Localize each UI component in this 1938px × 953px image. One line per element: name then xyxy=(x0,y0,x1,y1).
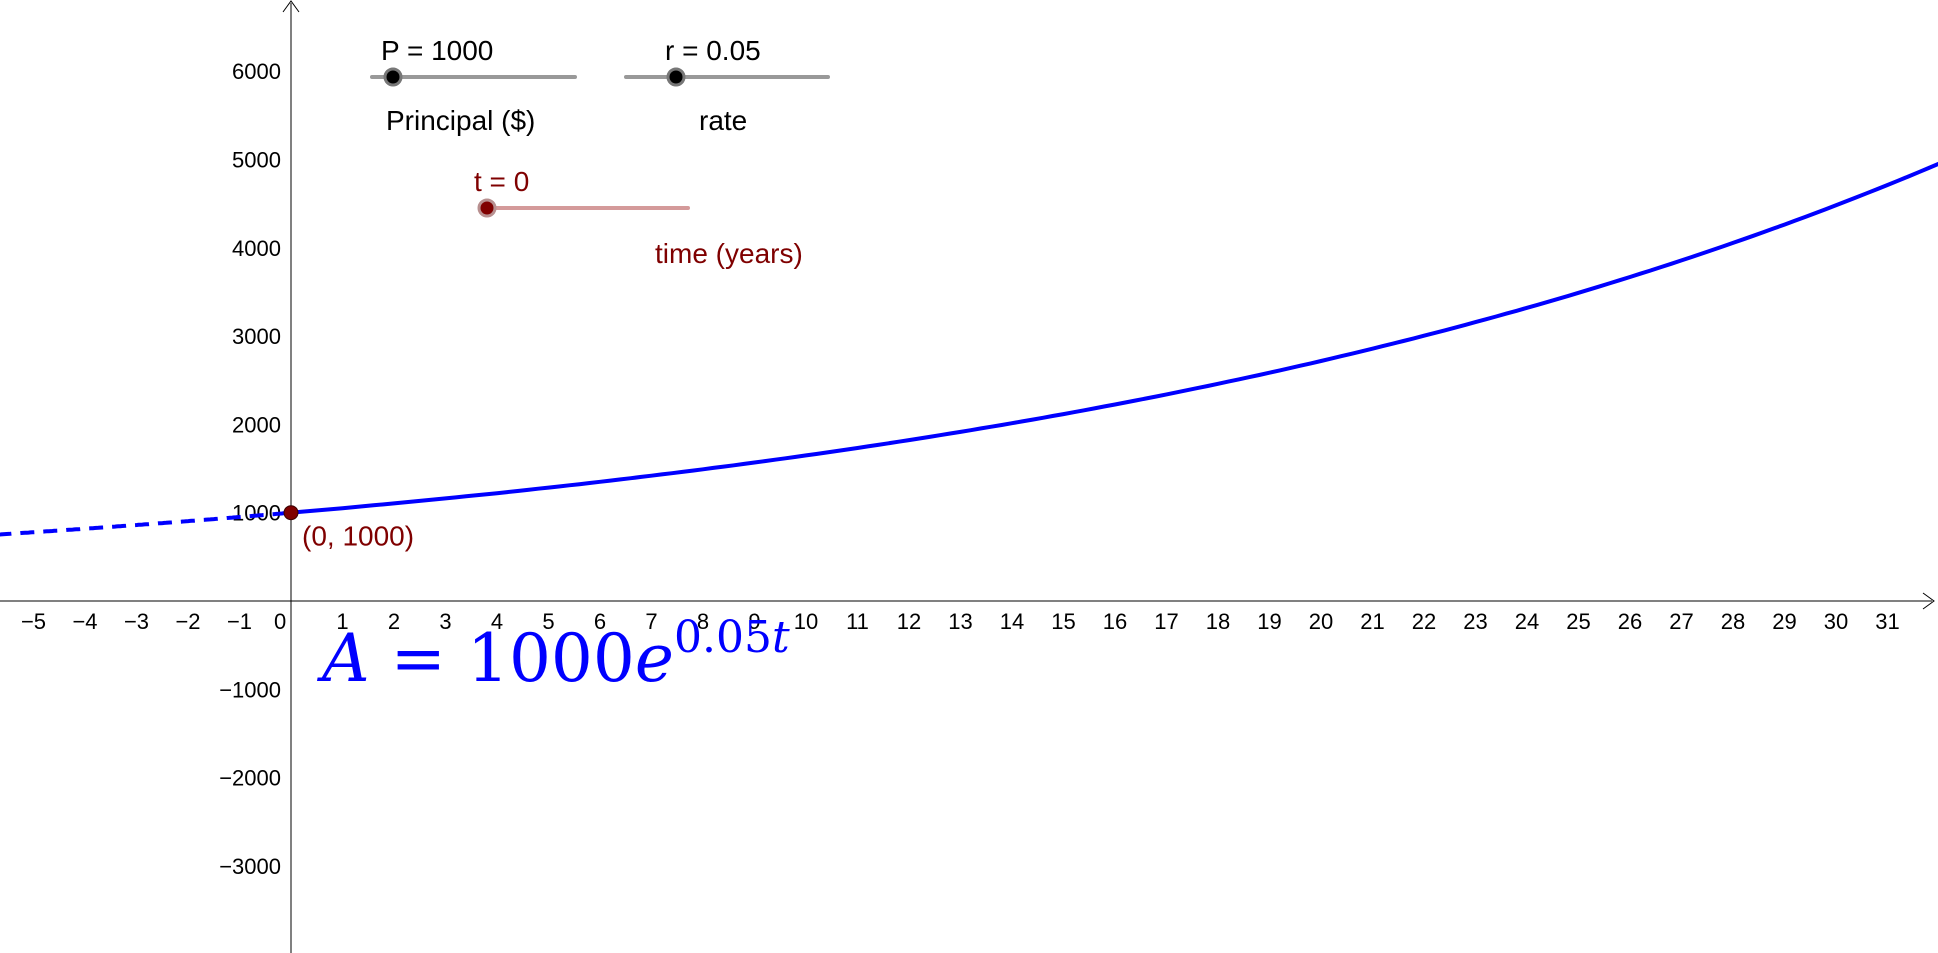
time-slider-caption: t = 0 xyxy=(474,166,529,197)
x-tick-label: 2 xyxy=(388,609,400,634)
y-tick-label: 4000 xyxy=(232,236,281,261)
x-tick-label: 13 xyxy=(948,609,972,634)
principal-slider-caption: P = 1000 xyxy=(381,35,493,66)
formula-base: e xyxy=(634,620,674,697)
curve-solid-segment[interactable] xyxy=(290,161,1938,515)
x-axis xyxy=(0,592,1935,610)
y-axis xyxy=(282,0,300,953)
rate-slider-handle[interactable] xyxy=(666,67,686,87)
principal-slider[interactable]: P = 1000 Principal ($) xyxy=(370,35,577,136)
x-tick-label: 12 xyxy=(897,609,921,634)
x-tick-label: 15 xyxy=(1051,609,1075,634)
x-tick-label: 6 xyxy=(594,609,606,634)
x-tick-label: −5 xyxy=(21,609,46,634)
formula-coefficient: 1000 xyxy=(466,620,635,697)
x-tick-labels: −5 −4 −3 −2 −1 0 1 2 3 4 5 6 7 8 9 10 11 12 13 14 15 16 17 18 19… xyxy=(21,609,1900,634)
rate-slider-caption: r = 0.05 xyxy=(665,35,761,66)
y-tick-label: 3000 xyxy=(232,324,281,349)
x-tick-label: −1 xyxy=(227,609,252,634)
x-tick-label: 16 xyxy=(1103,609,1127,634)
rate-slider[interactable]: r = 0.05 rate xyxy=(624,35,830,136)
x-tick-label: −4 xyxy=(72,609,97,634)
formula-exponent-number: 0.05 xyxy=(673,612,772,663)
formula-equals: = xyxy=(390,620,446,697)
x-tick-label: 11 xyxy=(846,609,869,634)
x-tick-label: 19 xyxy=(1257,609,1281,634)
y-tick-label: 5000 xyxy=(232,148,281,173)
point-coordinate-label: (0, 1000) xyxy=(302,521,414,552)
y-axis-arrow-icon xyxy=(282,0,300,13)
time-point[interactable] xyxy=(283,505,299,521)
x-tick-label: −2 xyxy=(175,609,200,634)
x-tick-label: 14 xyxy=(1000,609,1024,634)
x-tick-label: 5 xyxy=(542,609,554,634)
x-tick-label: 9 xyxy=(748,609,760,634)
y-tick-label: −1000 xyxy=(219,677,281,702)
x-tick-label: 18 xyxy=(1206,609,1230,634)
x-tick-label: 3 xyxy=(439,609,451,634)
y-tick-label: 2000 xyxy=(232,412,281,437)
time-slider-label: time (years) xyxy=(655,238,803,269)
x-tick-label: 30 xyxy=(1824,609,1848,634)
x-tick-label: 28 xyxy=(1721,609,1745,634)
x-tick-label: 26 xyxy=(1618,609,1642,634)
x-tick-label: 7 xyxy=(645,609,657,634)
y-tick-label: 6000 xyxy=(232,59,281,84)
x-tick-label: 8 xyxy=(697,609,709,634)
x-tick-label: −3 xyxy=(124,609,149,634)
x-tick-label: 10 xyxy=(794,609,818,634)
x-tick-label: 24 xyxy=(1515,609,1539,634)
x-tick-label: 23 xyxy=(1463,609,1487,634)
rate-slider-label: rate xyxy=(699,105,747,136)
y-tick-label: −3000 xyxy=(219,854,281,879)
x-tick-label: 29 xyxy=(1772,609,1796,634)
x-tick-label: 22 xyxy=(1412,609,1436,634)
x-tick-label: 1 xyxy=(336,609,348,634)
principal-slider-handle[interactable] xyxy=(383,67,403,87)
x-tick-label: 17 xyxy=(1154,609,1178,634)
formula-lhs: A xyxy=(322,620,370,697)
y-tick-label: −2000 xyxy=(219,766,281,791)
x-tick-label: 27 xyxy=(1669,609,1693,634)
time-slider[interactable]: t = 0 time (years) xyxy=(474,166,803,269)
x-tick-label: 25 xyxy=(1566,609,1590,634)
principal-slider-label: Principal ($) xyxy=(386,105,535,136)
x-tick-label: 0 xyxy=(274,609,286,634)
x-tick-label: 31 xyxy=(1875,609,1899,634)
x-axis-arrow-icon xyxy=(1922,592,1935,610)
curve-dashed-segment[interactable] xyxy=(0,510,292,537)
x-tick-label: 4 xyxy=(491,609,503,634)
x-tick-label: 20 xyxy=(1309,609,1333,634)
formula-label: A = 1000e0.05t xyxy=(322,616,790,692)
formula-exponent-var: t xyxy=(771,612,790,663)
formula-exponent: 0.05t xyxy=(674,612,790,663)
time-slider-handle[interactable] xyxy=(477,198,497,218)
x-tick-label: 21 xyxy=(1360,609,1384,634)
